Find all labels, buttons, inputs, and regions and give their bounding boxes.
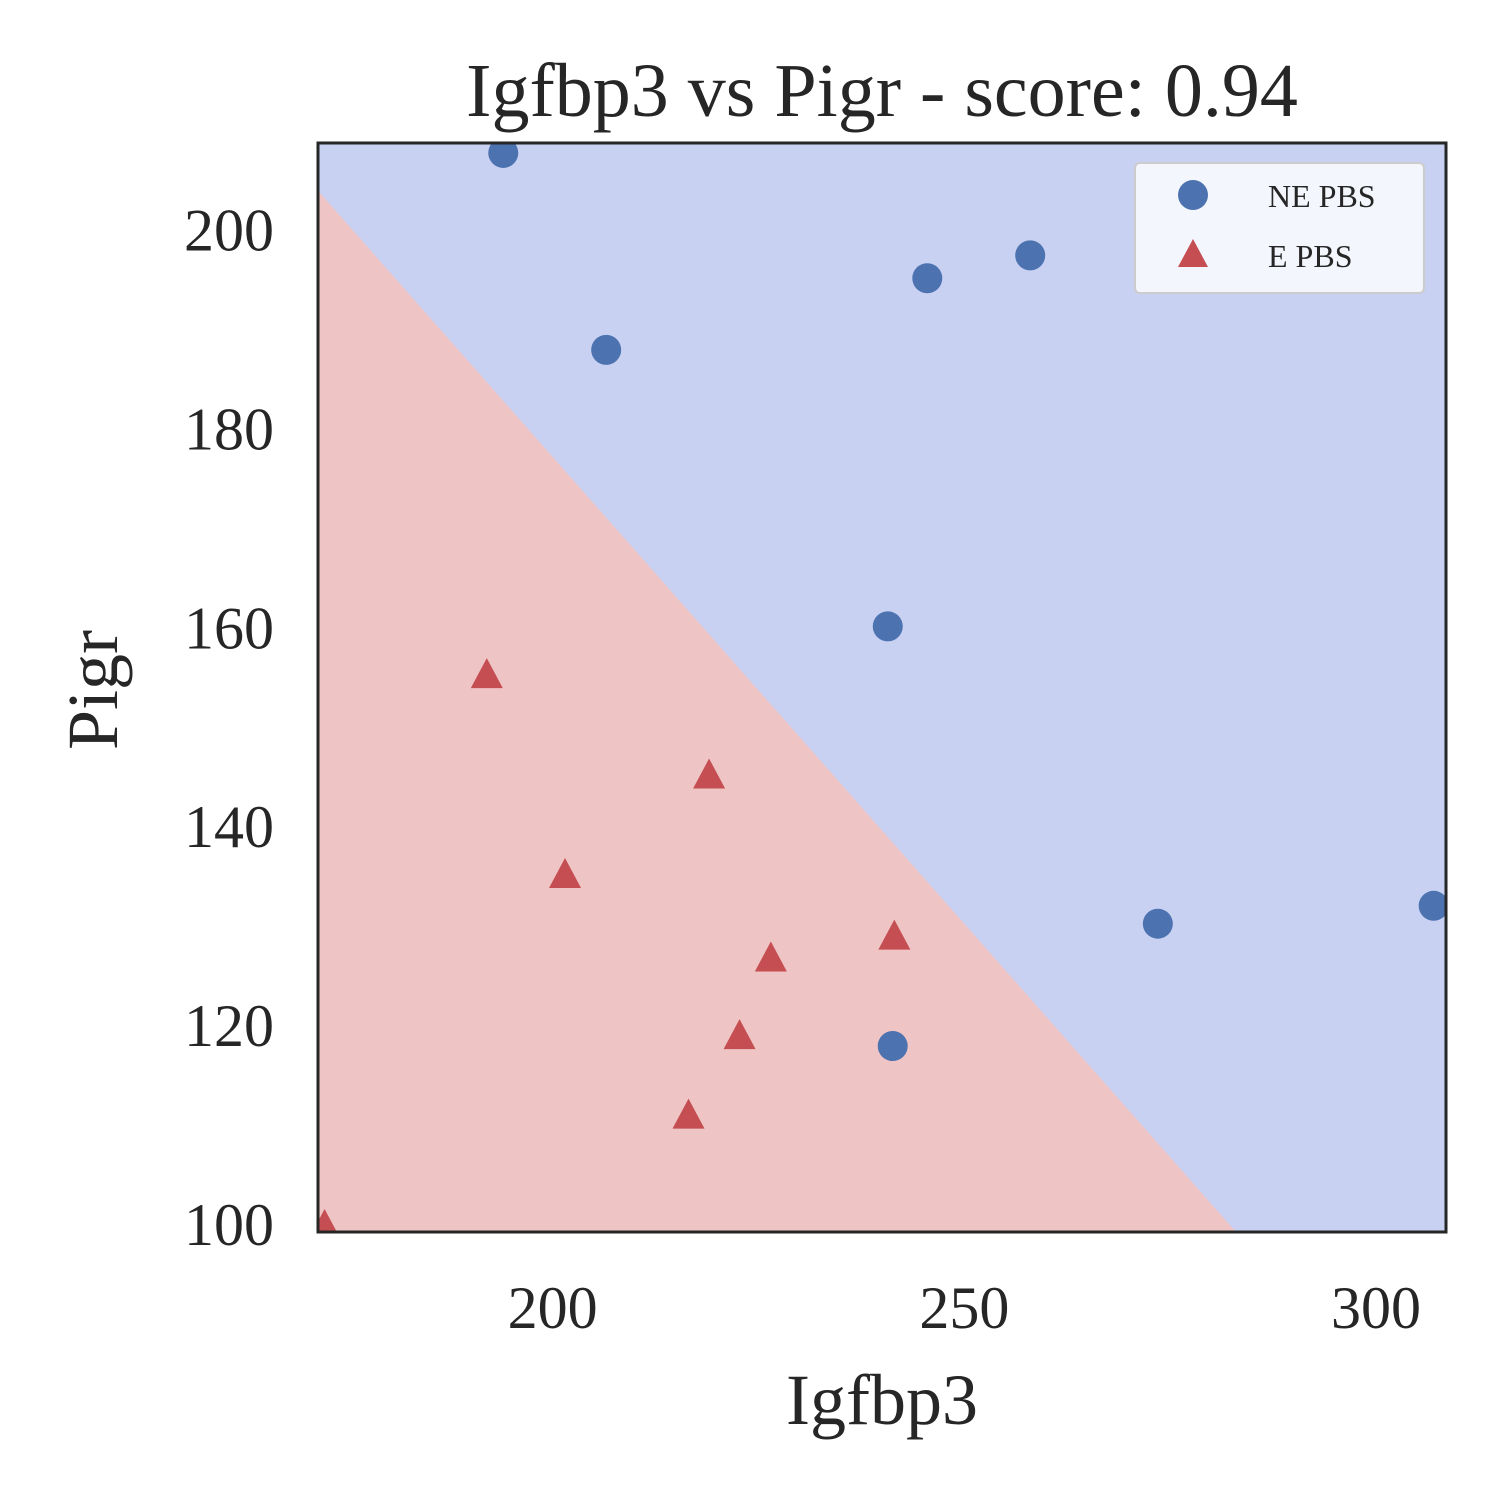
point-ne-pbs-6 — [1142, 908, 1173, 939]
y-tick-label: 140 — [184, 794, 274, 860]
x-axis-ticks: 200 250 300 — [508, 1275, 1421, 1341]
point-ne-pbs-0 — [488, 143, 519, 168]
x-tick-label: 250 — [919, 1275, 1009, 1341]
y-tick-label: 100 — [184, 1192, 274, 1258]
point-e-pbs-0 — [470, 658, 503, 689]
point-e-pbs-5 — [723, 1019, 756, 1050]
legend-marker-ne-pbs — [1178, 180, 1208, 210]
point-e-pbs-3 — [878, 919, 911, 950]
chart-title: Igfbp3 vs Pigr - score: 0.94 — [466, 49, 1298, 133]
y-tick-label: 120 — [184, 993, 274, 1059]
region-lower — [318, 190, 1237, 1232]
x-tick-label: 200 — [508, 1275, 598, 1341]
point-e-pbs-1 — [693, 758, 726, 789]
point-e-pbs-2 — [549, 857, 582, 888]
point-ne-pbs-7 — [1418, 890, 1446, 921]
y-tick-label: 160 — [184, 595, 274, 661]
legend: NE PBS E PBS — [1134, 162, 1425, 294]
y-axis-label: Pigr — [53, 630, 133, 750]
y-axis-ticks: 100 120 140 160 180 200 — [184, 198, 274, 1259]
plot-area — [318, 143, 1446, 1232]
x-axis-label: Igfbp3 — [786, 1360, 978, 1440]
point-ne-pbs-1 — [591, 334, 622, 365]
point-e-pbs-6 — [672, 1098, 705, 1129]
x-tick-label: 300 — [1331, 1275, 1421, 1341]
point-ne-pbs-5 — [877, 1031, 908, 1062]
y-tick-label: 200 — [184, 198, 274, 264]
point-e-pbs-7 — [318, 1209, 337, 1232]
point-e-pbs-4 — [754, 941, 787, 972]
legend-label-e-pbs: E PBS — [1268, 238, 1352, 274]
plot-frame — [316, 141, 1448, 1234]
y-tick-label: 180 — [184, 396, 274, 462]
point-ne-pbs-4 — [872, 611, 903, 642]
legend-label-ne-pbs: NE PBS — [1268, 178, 1376, 214]
points-layer — [318, 143, 1446, 1232]
point-ne-pbs-2 — [912, 263, 943, 294]
point-ne-pbs-3 — [1015, 240, 1046, 271]
legend-marker-e-pbs — [1178, 239, 1208, 267]
